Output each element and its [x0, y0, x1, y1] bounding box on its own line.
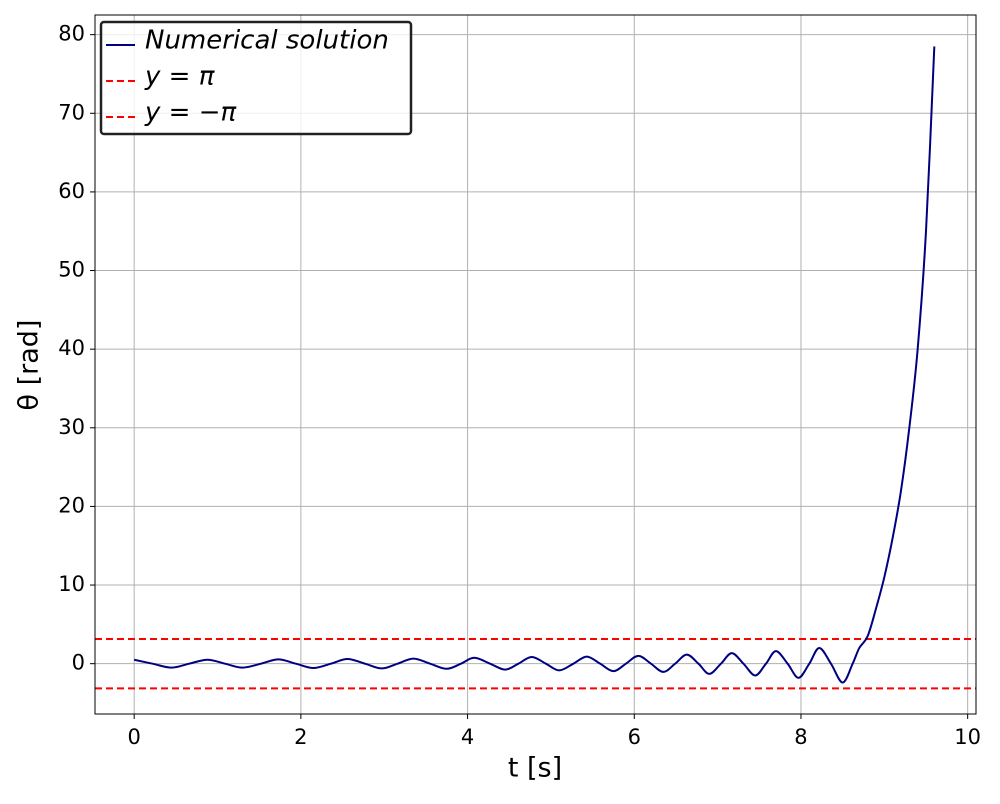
plot-frame [94, 14, 977, 715]
y-tick-label: 70 [58, 100, 85, 124]
legend-label: Numerical solution [145, 26, 389, 56]
y-tick-label: 0 [72, 651, 85, 675]
y-tick-label: 50 [58, 258, 85, 282]
x-tick-label: 0 [127, 725, 140, 749]
y-tick-label: 60 [58, 179, 85, 203]
y-axis-label: θ [rad] [14, 320, 45, 411]
x-tick-label: 2 [294, 725, 307, 749]
x-tick-label: 4 [461, 725, 474, 749]
y-tick-label: 10 [58, 572, 85, 596]
y-tick-label: 40 [58, 336, 85, 360]
x-tick-label: 10 [954, 725, 981, 749]
legend-label: y = π [144, 62, 215, 92]
legend-label: y = −π [144, 98, 236, 128]
x-tick-label: 8 [794, 725, 807, 749]
data-line [133, 46, 936, 684]
y-tick-label: 80 [58, 22, 85, 46]
y-tick-label: 20 [58, 493, 85, 517]
y-tick-label: 30 [58, 415, 85, 439]
x-tick-label: 6 [628, 725, 641, 749]
x-axis-label: t [s] [508, 753, 562, 784]
legend-box [99, 20, 413, 136]
